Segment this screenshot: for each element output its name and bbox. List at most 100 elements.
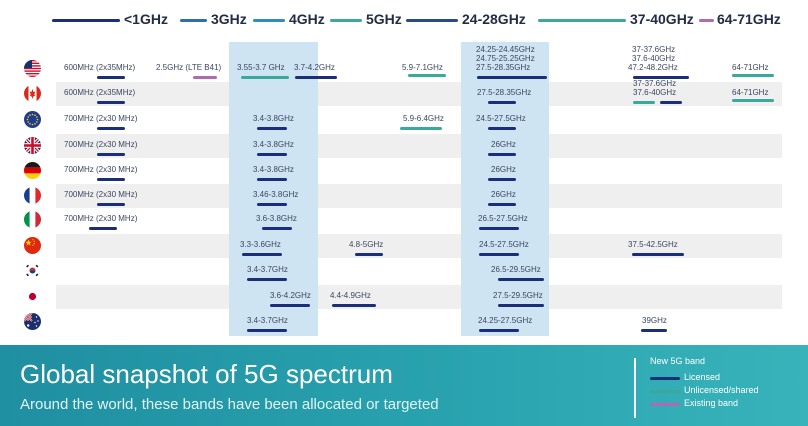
legend-label: Unlicensed/shared [684, 385, 759, 395]
band-label: 600MHz (2x35MHz) [64, 63, 136, 72]
highlighted-band-column [229, 42, 318, 336]
band-bar-licensed [257, 203, 287, 206]
band-label: 3.4-3.7GHz [247, 265, 288, 274]
band-bar-licensed [89, 227, 117, 230]
band-bar-unlicensed [408, 74, 446, 77]
flag-fr-icon [24, 187, 41, 204]
band-label: 5.9-7.1GHz [402, 63, 443, 72]
header-band-label: 3GHz [211, 11, 247, 27]
header-band-label: 4GHz [289, 11, 325, 27]
band-bar-licensed [355, 253, 383, 256]
band-label: 24.25-27.5GHz [478, 316, 533, 325]
band-bar-licensed [97, 153, 125, 156]
header-band-label: 37-40GHz [630, 11, 694, 27]
row-background [56, 134, 782, 158]
band-label: 3.6-4.2GHz [270, 291, 311, 300]
band-label: 27.5-28.35GHz [476, 63, 531, 72]
band-label: 3.46-3.8GHz [253, 190, 299, 199]
band-bar-licensed [262, 227, 292, 230]
legend: New 5G band Licensed Unlicensed/shared E… [634, 354, 784, 420]
band-bar-licensed [488, 153, 516, 156]
header-band-line [330, 19, 362, 22]
band-bar-licensed [633, 76, 689, 79]
header-band-label: 24-28GHz [462, 11, 526, 27]
header-band-label: 5GHz [366, 11, 402, 27]
spectrum-table: 600MHz (2x35MHz) 2.5GHz (LTE B41) 3.55-3.7… [24, 42, 782, 336]
band-bar-licensed [295, 76, 337, 79]
band-bar-licensed [97, 76, 125, 79]
band-bar-licensed [242, 253, 282, 256]
flag-au-icon [24, 313, 41, 330]
band-bar-licensed [632, 253, 684, 256]
band-bar-licensed [97, 101, 125, 104]
band-bar-licensed [641, 329, 667, 332]
band-label: 24.25-24.45GHz [476, 45, 535, 54]
band-label: 700MHz (2x30 MHz) [64, 140, 138, 149]
band-bar-licensed [498, 278, 544, 281]
flag-ca-icon [24, 85, 41, 102]
band-label: 600MHz (2x35MHz) [64, 88, 136, 97]
header-band-line [180, 19, 207, 22]
legend-divider [634, 358, 636, 418]
band-bar-licensed [477, 76, 547, 79]
band-bar-licensed [257, 153, 287, 156]
page-title: Global snapshot of 5G spectrum [20, 359, 393, 389]
header-band-line [253, 19, 285, 22]
header-band-line [52, 19, 120, 22]
band-label: 3.3-3.6GHz [240, 240, 281, 249]
band-bar-licensed [270, 304, 310, 307]
band-label: 26GHz [491, 165, 516, 174]
band-bar-licensed [488, 101, 516, 104]
legend-swatch-unlicensed [650, 390, 680, 393]
band-bar-licensed [488, 127, 516, 130]
header-band-line [699, 19, 714, 22]
band-bar-licensed [97, 203, 125, 206]
band-bar-licensed [247, 278, 287, 281]
band-bar-licensed [488, 178, 516, 181]
flag-us-icon [24, 60, 41, 77]
band-bar-licensed [479, 253, 519, 256]
band-label: 26.5-29.5GHz [491, 265, 541, 274]
flag-cn-icon [24, 237, 41, 254]
legend-label: Existing band [684, 398, 739, 408]
band-label: 3.55-3.7 GHz [237, 63, 285, 72]
band-label: 37.5-42.5GHz [628, 240, 678, 249]
band-label: 26GHz [491, 190, 516, 199]
band-label: 3.4-3.8GHz [253, 165, 294, 174]
legend-title: New 5G band [650, 356, 706, 366]
band-label: 700MHz (2x30 MHz) [64, 190, 138, 199]
header-band-line [538, 19, 626, 22]
band-label: 27.5-29.5GHz [493, 291, 543, 300]
header-band-label: 64-71GHz [717, 11, 781, 27]
band-bar-licensed [257, 127, 287, 130]
band-label: 39GHz [642, 316, 667, 325]
band-label: 37-37.6GHz [633, 79, 677, 88]
band-label: 26GHz [491, 140, 516, 149]
header-band-label: <1GHz [124, 11, 168, 27]
flag-it-icon [24, 211, 41, 228]
band-label: 37-37.6GHz [632, 45, 676, 54]
band-label: 47.2-48.2GHz [628, 63, 678, 72]
band-label: 24.75-25.25GHz [476, 54, 535, 63]
band-bar-licensed [97, 127, 125, 130]
band-label: 700MHz (2x30 MHz) [64, 214, 138, 223]
band-label: 3.4-3.8GHz [253, 140, 294, 149]
band-label: 26.5-27.5GHz [478, 214, 528, 223]
band-label: 3.4-3.7GHz [247, 316, 288, 325]
band-bar-unlicensed [732, 99, 774, 102]
band-bar-existing [193, 76, 217, 79]
footer-banner: Global snapshot of 5G spectrum Around th… [0, 345, 808, 426]
band-label: 3.4-3.8GHz [253, 114, 294, 123]
legend-swatch-licensed [650, 377, 680, 380]
band-bar-unlicensed [400, 127, 442, 130]
band-label: 64-71GHz [732, 63, 769, 72]
flag-de-icon [24, 162, 41, 179]
band-label: 700MHz (2x30 MHz) [64, 114, 138, 123]
band-label: 27.5-28.35GHz [477, 88, 532, 97]
band-label: 24.5-27.5GHz [476, 114, 526, 123]
band-bar-licensed [247, 329, 287, 332]
band-bar-licensed [257, 178, 287, 181]
flag-uk-icon [24, 137, 41, 154]
band-label: 700MHz (2x30 MHz) [64, 165, 138, 174]
flag-jp-icon [24, 288, 41, 305]
